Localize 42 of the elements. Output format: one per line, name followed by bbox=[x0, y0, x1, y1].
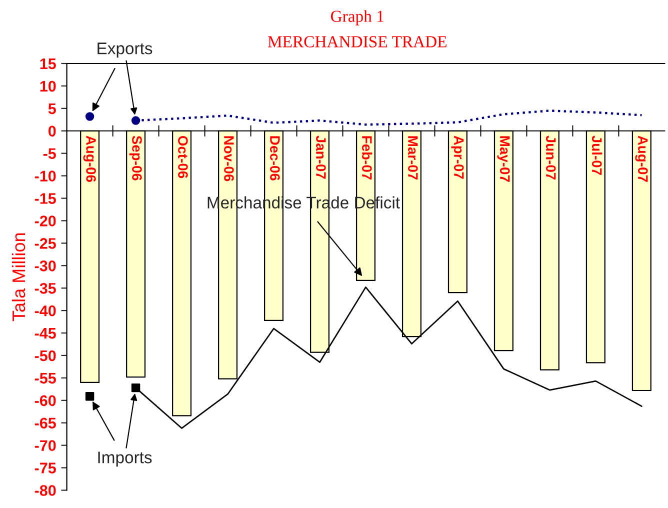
y-tick-label: -70 bbox=[34, 440, 56, 451]
y-tick-label: -75 bbox=[34, 462, 56, 474]
y-tick-label: -20 bbox=[34, 216, 56, 226]
y-tick-label: 10 bbox=[40, 80, 56, 92]
x-tick-label: Feb-07 bbox=[362, 136, 372, 180]
x-tick-label: Aug-06 bbox=[83, 136, 96, 182]
y-tick-label: 5 bbox=[48, 103, 56, 114]
y-tick-label: -30 bbox=[34, 260, 56, 272]
chart-title: Graph 1 bbox=[330, 10, 384, 26]
point bbox=[85, 112, 94, 121]
y-tick-label: -15 bbox=[34, 193, 56, 204]
y-tick-label: -25 bbox=[34, 238, 56, 249]
y-axis-title: Tala Million bbox=[12, 233, 26, 322]
point bbox=[131, 383, 140, 392]
x-tick-label: Mar-07 bbox=[408, 136, 418, 180]
y-tick-label: -65 bbox=[34, 418, 56, 429]
y-tick-label: -40 bbox=[34, 305, 56, 316]
y-tick-label: -50 bbox=[34, 350, 56, 362]
x-tick-label: Apr-07 bbox=[451, 136, 464, 179]
point bbox=[85, 392, 94, 401]
y-tick-label: -35 bbox=[34, 282, 56, 294]
x-tick-label: Jul-07 bbox=[592, 136, 602, 175]
x-tick-label: Aug-07 bbox=[635, 136, 648, 182]
y-tick-label: -60 bbox=[34, 395, 56, 406]
x-tick-label: Jun-07 bbox=[546, 136, 556, 180]
x-tick-label: Dec-06 bbox=[270, 136, 280, 180]
chart-subtitle: MERCHANDISE TRADE bbox=[268, 36, 446, 48]
x-tick-label: Jan-07 bbox=[316, 136, 326, 179]
y-tick-label: -5 bbox=[43, 148, 56, 160]
y-tick-label: -45 bbox=[34, 328, 56, 339]
point bbox=[131, 116, 140, 125]
y-tick-label: 0 bbox=[48, 126, 56, 137]
x-tick-label: Nov-06 bbox=[224, 136, 234, 182]
annotation: Exports bbox=[98, 42, 152, 58]
y-tick-label: -55 bbox=[34, 372, 56, 384]
x-tick-label: Oct-06 bbox=[178, 136, 188, 178]
y-tick-label: -80 bbox=[34, 485, 56, 496]
y-tick-label: 15 bbox=[40, 58, 56, 70]
x-tick-label: Sep-06 bbox=[129, 136, 142, 180]
y-tick-label: -10 bbox=[34, 170, 56, 182]
annotation: Imports bbox=[98, 452, 152, 467]
x-tick-label: May-07 bbox=[497, 136, 510, 182]
